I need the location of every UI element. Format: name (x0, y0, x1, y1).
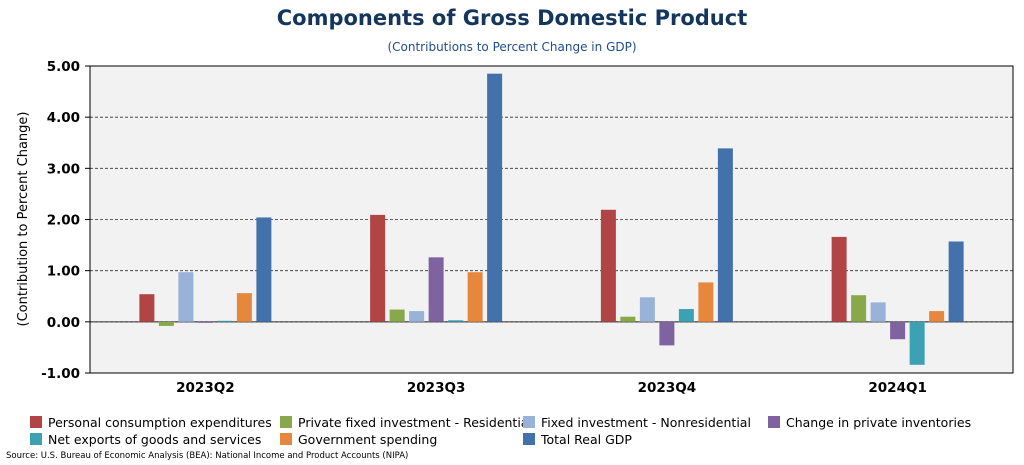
legend-item: Change in private inventories (768, 414, 971, 430)
bar (158, 321, 174, 326)
bar (217, 320, 233, 322)
bar (600, 209, 616, 322)
bar (467, 272, 483, 322)
bar (428, 257, 444, 322)
legend-item: Total Real GDP (523, 431, 632, 447)
y-tick-label: 4.00 (47, 110, 80, 126)
legend-swatch (30, 433, 42, 445)
x-tick-label: 2023Q3 (407, 380, 465, 396)
bar (409, 311, 425, 322)
legend-item: Government spending (280, 431, 437, 447)
legend-swatch (30, 416, 42, 428)
bar (389, 309, 405, 322)
y-tick-label: 0.00 (47, 315, 80, 331)
x-tick-label: 2023Q4 (638, 380, 696, 396)
bar-chart: -1.00 0.00 1.00 2.00 3.00 4.00 5.00 2023Q2 2023Q… (16, 59, 1014, 396)
bar (929, 311, 945, 322)
y-tick-label: 5.00 (47, 59, 80, 75)
bar (909, 321, 925, 365)
y-tick-label: 1.00 (47, 264, 80, 280)
y-axis-label: (Contribution to Percent Change) (16, 112, 31, 327)
y-tick-label: 2.00 (47, 213, 80, 229)
x-tick-label: 2023Q2 (176, 380, 234, 396)
bar (256, 217, 272, 322)
y-tick-label: 3.00 (47, 161, 80, 177)
legend-label: Private fixed investment - Residential (298, 414, 532, 430)
legend-item: Fixed investment - Nonresidential (523, 414, 751, 430)
bar (851, 295, 867, 322)
bar (178, 272, 194, 322)
legend-swatch (523, 433, 535, 445)
bar (890, 321, 906, 340)
legend-label: Total Real GDP (541, 431, 632, 447)
bar (197, 321, 213, 323)
legend-item: Personal consumption expenditures (30, 414, 272, 430)
y-tick-label: -1.00 (41, 366, 80, 382)
bar (948, 241, 964, 322)
legend-label: Change in private inventories (786, 414, 972, 430)
legend: Personal consumption expenditures Private… (30, 414, 1020, 448)
legend-label: Personal consumption expenditures (48, 414, 272, 430)
bar (487, 73, 503, 322)
bar (370, 214, 386, 322)
chart-subtitle: (Contributions to Percent Change in GDP) (387, 40, 637, 54)
legend-item: Net exports of goods and services (30, 431, 261, 447)
bar (659, 321, 675, 346)
plot-border (89, 65, 1014, 374)
legend-swatch (280, 433, 292, 445)
bar (139, 294, 155, 322)
bar (698, 282, 714, 322)
bar (831, 236, 847, 322)
legend-item: Private fixed investment - Residential (280, 414, 532, 430)
bar (678, 309, 694, 322)
x-tick-label: 2024Q1 (868, 380, 926, 396)
legend-label: Net exports of goods and services (48, 431, 262, 447)
legend-label: Fixed investment - Nonresidential (541, 414, 751, 430)
bar (639, 297, 655, 322)
legend-swatch (523, 416, 535, 428)
bar (717, 148, 733, 322)
source-note: Source: U.S. Bureau of Economic Analysis… (6, 451, 409, 461)
bar (620, 316, 636, 322)
chart-title: Components of Gross Domestic Product (276, 6, 748, 30)
bar (236, 293, 252, 322)
legend-swatch (768, 416, 780, 428)
bar (870, 302, 886, 322)
legend-swatch (280, 416, 292, 428)
bar (448, 320, 464, 322)
legend-label: Government spending (298, 431, 438, 447)
